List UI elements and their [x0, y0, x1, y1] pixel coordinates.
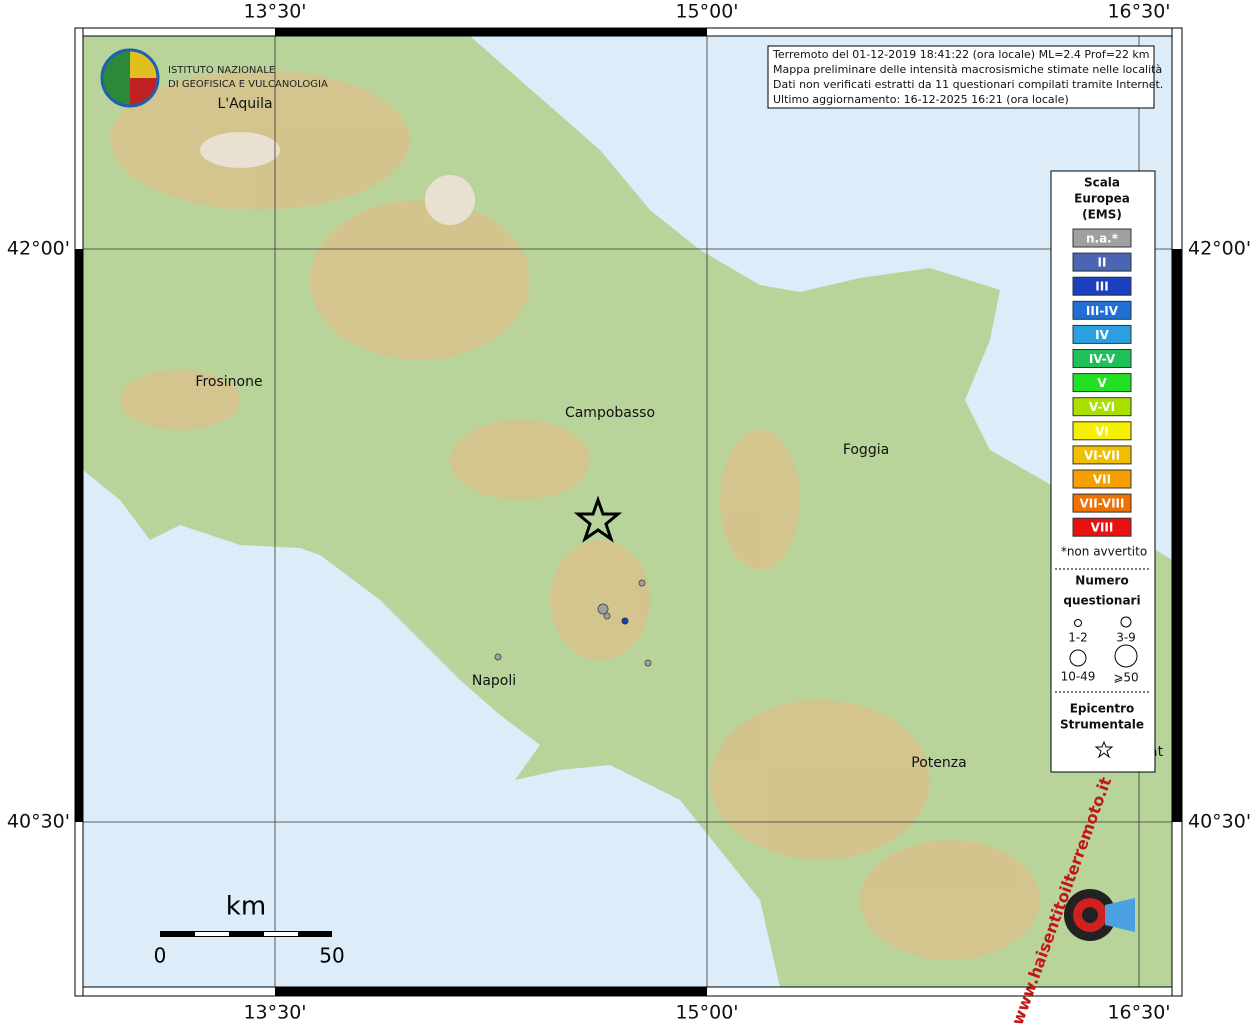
lon-label: 15°00'	[675, 1002, 738, 1024]
legend: Scala Europea (EMS) *non avvertito Numer…	[1050, 170, 1156, 773]
legend-label: III-IV	[1086, 304, 1119, 318]
lon-label: 16°30'	[1107, 1002, 1170, 1024]
legend-label: VI	[1095, 424, 1109, 438]
observations	[494, 495, 652, 667]
legend-swatch	[1072, 276, 1132, 296]
legend-swatch	[1072, 324, 1132, 344]
lat-label: 40°30'	[7, 811, 70, 833]
legend-swatch	[1072, 493, 1132, 513]
info-line: Terremoto del 01-12-2019 18:41:22 (ora l…	[772, 48, 1150, 61]
legend-note: *non avvertito	[1061, 545, 1147, 559]
legend-swatch	[1072, 300, 1132, 320]
city-label: Potenza	[911, 755, 966, 771]
legend-count-title: Numero	[1075, 574, 1128, 588]
info-line: Dati non verificati estratti da 11 quest…	[773, 78, 1163, 91]
legend-title: (EMS)	[1082, 208, 1122, 222]
lon-label: 15°00'	[675, 1, 738, 23]
info-line: Ultimo aggiornamento: 16-12-2025 16:21 (…	[773, 93, 1069, 106]
logo-text: DI GEOFISICA E VULCANOLOGIA	[168, 79, 328, 90]
legend-swatch	[1072, 421, 1132, 441]
cities: L'Aquila Frosinone Campobasso Foggia Nap…	[195, 96, 1163, 771]
info-line: Mappa preliminare delle intensità macros…	[773, 63, 1162, 76]
city-label: L'Aquila	[217, 96, 272, 112]
legend-swatch	[1072, 397, 1132, 417]
legend-star	[1094, 740, 1114, 759]
legend-count-title: questionari	[1063, 594, 1140, 608]
legend-swatch	[1072, 445, 1132, 465]
legend-swatch	[1072, 373, 1132, 393]
city-label: Foggia	[843, 442, 889, 458]
legend-epicenter: Strumentale	[1060, 718, 1144, 732]
lat-label: 42°00'	[1188, 238, 1251, 260]
peaks	[200, 132, 475, 225]
legend-swatch	[1072, 349, 1132, 368]
city-label: Napoli	[472, 673, 516, 689]
legend-title: Europea	[1074, 192, 1130, 206]
scale-tick: 0	[154, 944, 167, 968]
legend-title: Scala	[1084, 176, 1120, 190]
legend-swatch	[1072, 252, 1132, 272]
legend-count-label: 3-9	[1116, 631, 1136, 645]
tick-labels: 13°30' 15°00' 16°30' 13°30' 15°00' 16°30…	[7, 1, 1251, 1024]
legend-label: IV	[1095, 328, 1109, 342]
scale-unit: km	[226, 892, 266, 922]
info-box: Terremoto del 01-12-2019 18:41:22 (ora l…	[767, 45, 1163, 109]
legend-label: II	[1098, 256, 1107, 270]
legend-label: V-VI	[1089, 400, 1115, 414]
city-label: Frosinone	[195, 374, 262, 390]
scale-bar: km 0 50	[154, 892, 345, 968]
legend-label: IV-V	[1089, 352, 1116, 366]
legend-label: V	[1097, 376, 1107, 390]
logo: ISTITUTO NAZIONALE DI GEOFISICA E VULCAN…	[100, 48, 328, 108]
city-label: Campobasso	[565, 405, 655, 421]
legend-swatch	[1072, 469, 1132, 489]
frame	[74, 27, 1183, 997]
lon-label: 13°30'	[243, 1002, 306, 1024]
scale-tick: 50	[319, 944, 344, 968]
legend-epicenter: Epicentro	[1070, 702, 1135, 716]
legend-label: VI-VII	[1084, 448, 1120, 462]
legend-label: VII	[1093, 473, 1111, 487]
lon-label: 13°30'	[243, 1, 306, 23]
legend-label: VII-VIII	[1079, 497, 1124, 511]
legend-swatch	[1072, 228, 1132, 248]
epicenter	[573, 495, 623, 543]
legend-count-label: 10-49	[1061, 670, 1096, 684]
lat-label: 40°30'	[1188, 811, 1251, 833]
legend-label: n.a.*	[1086, 232, 1119, 246]
lat-label: 42°00'	[7, 238, 70, 260]
logo-text: ISTITUTO NAZIONALE	[168, 65, 275, 76]
legend-label: III	[1095, 280, 1108, 294]
legend-count-label: 1-2	[1068, 631, 1088, 645]
legend-swatch	[1072, 517, 1132, 537]
legend-count-label: ⩾50	[1113, 671, 1138, 685]
lon-label: 16°30'	[1107, 1, 1170, 23]
legend-label: VIII	[1091, 521, 1114, 535]
